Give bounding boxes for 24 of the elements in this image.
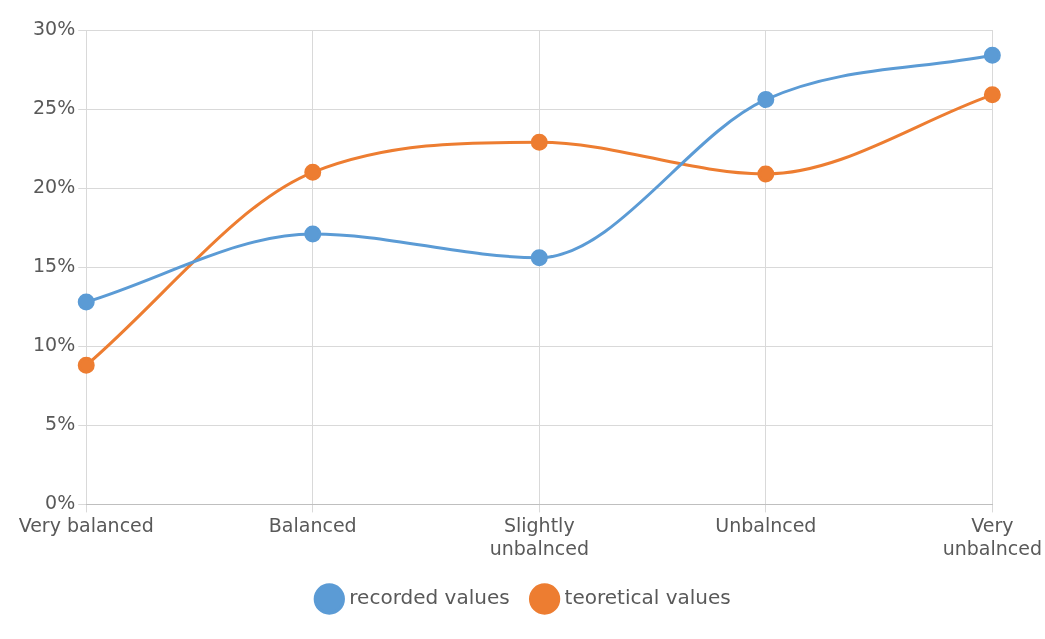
point — [757, 165, 775, 183]
x-tick-label: Very balanced — [18, 513, 154, 536]
point — [304, 163, 322, 181]
point — [530, 133, 548, 151]
y-tick-label: 20% — [33, 175, 76, 198]
y-tick-label: 0% — [45, 491, 76, 514]
y-tick-label: 15% — [33, 254, 76, 277]
point — [304, 225, 322, 243]
y-tick-label: 10% — [33, 333, 76, 356]
x-tick-label: Very unbalnced — [942, 513, 1042, 559]
point — [77, 356, 95, 374]
y-tick-label: 30% — [33, 16, 76, 39]
point — [77, 293, 95, 311]
legend-label: teoretical values — [564, 585, 731, 610]
y-tick-label: 5% — [45, 412, 76, 435]
x-tick-label: Slightly unbalnced — [489, 513, 589, 559]
legend-label: recorded values — [349, 585, 510, 610]
point — [530, 249, 548, 267]
point — [983, 46, 1001, 64]
x-tick-label: Balanced — [268, 513, 357, 536]
point — [983, 86, 1001, 104]
x-tick-label: Unbalnced — [715, 513, 817, 536]
y-tick-label: 25% — [33, 96, 76, 118]
point — [757, 91, 775, 109]
